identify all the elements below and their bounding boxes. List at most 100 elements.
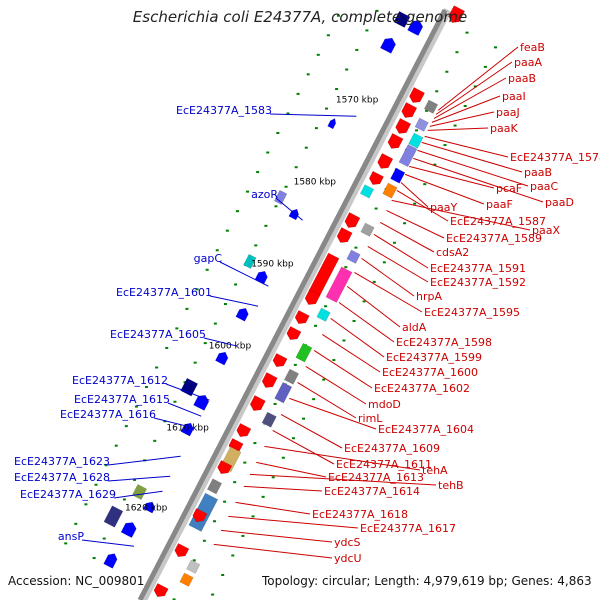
right-leader-line — [228, 515, 359, 529]
right-leader-line — [367, 245, 429, 283]
left-gene-label: EcE24377A_1628 — [14, 471, 110, 484]
scale-tick-label: 1600 kbp — [209, 342, 252, 352]
track-dot — [314, 127, 318, 130]
gene-arrow — [344, 212, 361, 228]
right-leader-line — [417, 149, 529, 187]
left-leader-line — [107, 455, 181, 466]
left-leader-line — [153, 417, 196, 429]
right-leader-line — [424, 135, 509, 158]
track-dot — [231, 554, 235, 557]
topology-text: Topology: circular; Length: 4,979,619 bp… — [262, 574, 592, 588]
feature-layer — [103, 5, 466, 597]
right-leader-line — [280, 413, 343, 449]
right-gene-label: pcaF — [496, 182, 522, 195]
track-dot — [172, 598, 176, 600]
right-leader-line — [431, 95, 501, 123]
track-dot — [246, 190, 250, 193]
gene-feature-59 — [103, 553, 118, 569]
gene-feature-54 — [180, 422, 194, 437]
right-leader-line — [400, 182, 429, 208]
gene-arrow — [377, 152, 394, 169]
track-dot — [271, 476, 275, 479]
right-leader-line — [289, 397, 377, 430]
track-dot — [253, 442, 257, 445]
track-dot — [205, 268, 209, 271]
track-dot — [473, 85, 477, 88]
track-dot — [374, 207, 378, 210]
track-dot — [273, 402, 277, 405]
left-gene-label: EcE24377A_1615 — [74, 393, 170, 406]
gene-feature-3 — [380, 37, 396, 54]
gene-feature-47 — [288, 208, 299, 221]
track-dot — [483, 65, 487, 68]
track-dot — [153, 439, 157, 442]
track-dot — [192, 559, 196, 562]
track-dot — [433, 163, 437, 166]
track-dot — [122, 498, 126, 501]
gene-feature-40 — [192, 507, 208, 522]
left-leader-line — [167, 402, 202, 417]
track-dot — [314, 324, 318, 327]
gene-arrow — [304, 289, 321, 305]
gene-arrow — [143, 501, 156, 514]
gene-arrow — [236, 422, 252, 437]
track-dot — [294, 166, 298, 169]
gene-arrow — [327, 118, 336, 130]
track-dot — [423, 183, 427, 186]
gene-box — [360, 222, 375, 237]
gene-feature-50 — [235, 307, 249, 322]
gene-box — [273, 189, 288, 205]
left-gene-label: azoR — [251, 188, 278, 201]
right-leader-line — [373, 233, 429, 269]
track-dot — [133, 478, 137, 481]
track-dot — [332, 359, 336, 362]
right-gene-label: EcE24377A_1611 — [336, 458, 432, 471]
track-dot — [284, 185, 288, 188]
right-leader-line — [272, 429, 335, 465]
track-dot — [413, 202, 417, 205]
left-gene-label: EcE24377A_1623 — [14, 455, 110, 468]
right-leader-line — [305, 365, 367, 405]
scale-tick-label: 1590 kbp — [251, 260, 294, 270]
gene-box — [274, 382, 293, 404]
gene-arrow — [387, 132, 404, 149]
track-dot — [165, 346, 169, 349]
gene-feature-44 — [153, 582, 169, 597]
track-dot — [173, 400, 177, 403]
gene-feature-29 — [283, 368, 300, 385]
gene-feature-2 — [393, 10, 411, 28]
gene-arrow — [272, 352, 288, 367]
right-gene-label: EcE24377A_1614 — [324, 485, 420, 498]
track-dot — [235, 210, 239, 213]
right-gene-label: ydcS — [334, 536, 361, 549]
right-gene-label: mdoD — [368, 398, 401, 411]
right-gene-label: cdsA2 — [436, 246, 469, 259]
gene-feature-49 — [254, 270, 268, 285]
track-dot — [382, 261, 386, 264]
track-dot — [261, 495, 265, 498]
left-leader-line — [269, 113, 357, 117]
gene-feature-30 — [261, 372, 278, 388]
right-leader-line — [322, 333, 381, 373]
gene-box — [408, 132, 424, 149]
gene-feature-13 — [390, 167, 406, 184]
right-gene-label: paaB — [524, 166, 552, 179]
right-gene-label: EcE24377A_1592 — [430, 276, 526, 289]
track-dot — [435, 90, 439, 93]
track-dot — [74, 522, 78, 525]
right-gene-label: EcE24377A_1595 — [424, 306, 520, 319]
gene-feature-41 — [174, 542, 190, 557]
track-dot — [306, 73, 310, 76]
right-leader-line — [338, 301, 395, 343]
gene-feature-32 — [249, 395, 266, 411]
gene-arrow — [395, 117, 412, 134]
track-dot — [344, 266, 348, 269]
gene-box — [243, 253, 257, 269]
gene-box — [180, 377, 199, 397]
right-gene-label: paaA — [514, 56, 542, 69]
right-gene-label: EcE24377A_1591 — [430, 262, 526, 275]
left-leader-line — [203, 337, 238, 347]
gene-feature-27 — [295, 342, 313, 363]
gene-feature-52 — [180, 377, 199, 397]
